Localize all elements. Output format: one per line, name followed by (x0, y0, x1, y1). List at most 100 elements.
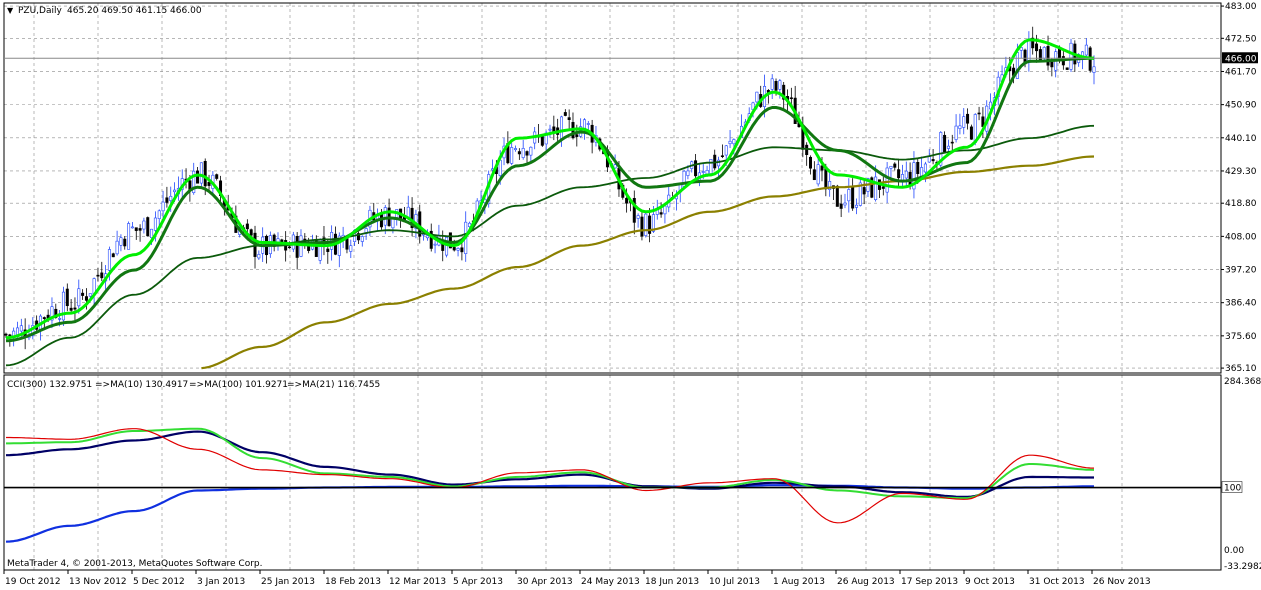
candle-body (889, 165, 893, 169)
candle-body (774, 81, 778, 91)
candle-body (111, 253, 115, 258)
candle-body (81, 292, 85, 296)
candle-body (153, 217, 157, 231)
candle-body (61, 291, 65, 321)
candle-body (931, 159, 935, 162)
price-panel[interactable] (3, 2, 1222, 374)
time-tick-label: 18 Jun 2013 (645, 577, 699, 587)
candle-body (448, 232, 452, 249)
candle-body (939, 132, 943, 166)
candle-body (115, 240, 119, 255)
price-tick-label: 472.50 (1225, 34, 1257, 44)
ma-mid-line (5, 56, 1094, 343)
candle-body (196, 170, 200, 184)
candle-body (69, 307, 73, 311)
candle-body (525, 151, 529, 156)
candle-body (943, 134, 947, 153)
candle-body (433, 243, 437, 246)
candle-body (356, 233, 360, 241)
candle-body (245, 223, 249, 230)
price-axis: 483.00 472.50 461.70 450.90 440.10 429.30 418.… (1221, 2, 1257, 374)
time-tick-label: 5 Dec 2012 (133, 577, 185, 587)
candle-body (567, 117, 571, 120)
candle-body (192, 170, 196, 193)
candle-body (854, 204, 858, 208)
symbol-label: PZU,Daily (18, 6, 62, 16)
time-tick-label: 18 Feb 2013 (325, 577, 381, 587)
candle-body (429, 230, 433, 249)
candle-body (65, 288, 69, 307)
candle-body (904, 170, 908, 179)
candle-body (1046, 46, 1050, 66)
cci-ma21-label: =>MA(21) 116.7455 (287, 380, 380, 390)
candle-body (770, 78, 774, 90)
candle-body (625, 197, 629, 204)
indicator-axis-bottom: -33.2982 (1224, 562, 1261, 572)
candle-body (778, 80, 782, 90)
copyright-text: MetaTrader 4, © 2001-2013, MetaQuotes So… (7, 559, 263, 569)
price-tick-label: 386.40 (1225, 299, 1257, 309)
candle-body (816, 164, 820, 185)
candle-body (1027, 38, 1031, 63)
candle-body (107, 249, 111, 271)
candle-body (1069, 42, 1073, 70)
candle-body (349, 245, 353, 252)
cci-level-label: 100 (1224, 484, 1241, 494)
indicator-panel[interactable] (3, 374, 1222, 571)
candle-body (651, 214, 655, 232)
candle-body (42, 317, 46, 319)
candle-body (314, 240, 318, 257)
time-tick-label: 10 Jul 2013 (709, 577, 760, 587)
candle-body (728, 140, 732, 145)
candle-body (870, 177, 874, 198)
candle-body (724, 145, 728, 156)
candle-body (203, 161, 207, 187)
price-tick-label: 483.00 (1225, 2, 1257, 12)
candle-body (1042, 47, 1046, 59)
candle-body (789, 97, 793, 100)
price-tick-label: 397.20 (1225, 266, 1257, 276)
candle-body (84, 296, 88, 301)
time-tick-label: 3 Jan 2013 (197, 577, 245, 587)
candle-body (839, 203, 843, 209)
candle-body (1019, 47, 1023, 51)
candle-body (701, 171, 705, 173)
menu-arrow-icon[interactable]: ▼ (7, 6, 14, 15)
candle-body (134, 227, 138, 231)
candle-body (215, 174, 219, 179)
candle-body (575, 134, 579, 137)
candle-body (648, 215, 652, 234)
candle-body (514, 148, 518, 151)
cci-line (6, 428, 1095, 524)
moving-averages (5, 38, 1095, 370)
candle-body (705, 170, 709, 175)
candle-body (659, 212, 663, 215)
candle-body (552, 126, 556, 132)
indicator-axis-top: 284.3685 (1224, 377, 1261, 387)
candle-body (1092, 66, 1096, 73)
time-tick-label: 12 Mar 2013 (389, 577, 446, 587)
time-tick-label: 30 Apr 2013 (517, 577, 573, 587)
candle-body (977, 112, 981, 115)
price-tick-label: 440.10 (1225, 134, 1257, 144)
candle-body (360, 236, 364, 242)
candle-body (720, 155, 724, 158)
candle-body (1065, 67, 1069, 70)
time-axis: 19 Oct 2012 13 Nov 2012 5 Dec 2012 3 Jan 20… (3, 570, 1151, 587)
candle-body (862, 187, 866, 195)
candle-body (969, 126, 973, 140)
ma-longest-line (201, 155, 1095, 370)
candle-body (157, 210, 161, 220)
candle-body (299, 235, 303, 257)
candle-body (835, 185, 839, 207)
time-tick-label: 5 Apr 2013 (453, 577, 503, 587)
cci-ma21-line (5, 430, 1094, 498)
candle-body (510, 147, 514, 164)
price-tick-label: 365.10 (1225, 364, 1257, 374)
candle-body (50, 306, 54, 321)
candle-body (640, 216, 644, 237)
candle-body (1038, 49, 1042, 62)
time-tick-label: 13 Nov 2012 (69, 577, 127, 587)
candle-body (138, 228, 142, 231)
